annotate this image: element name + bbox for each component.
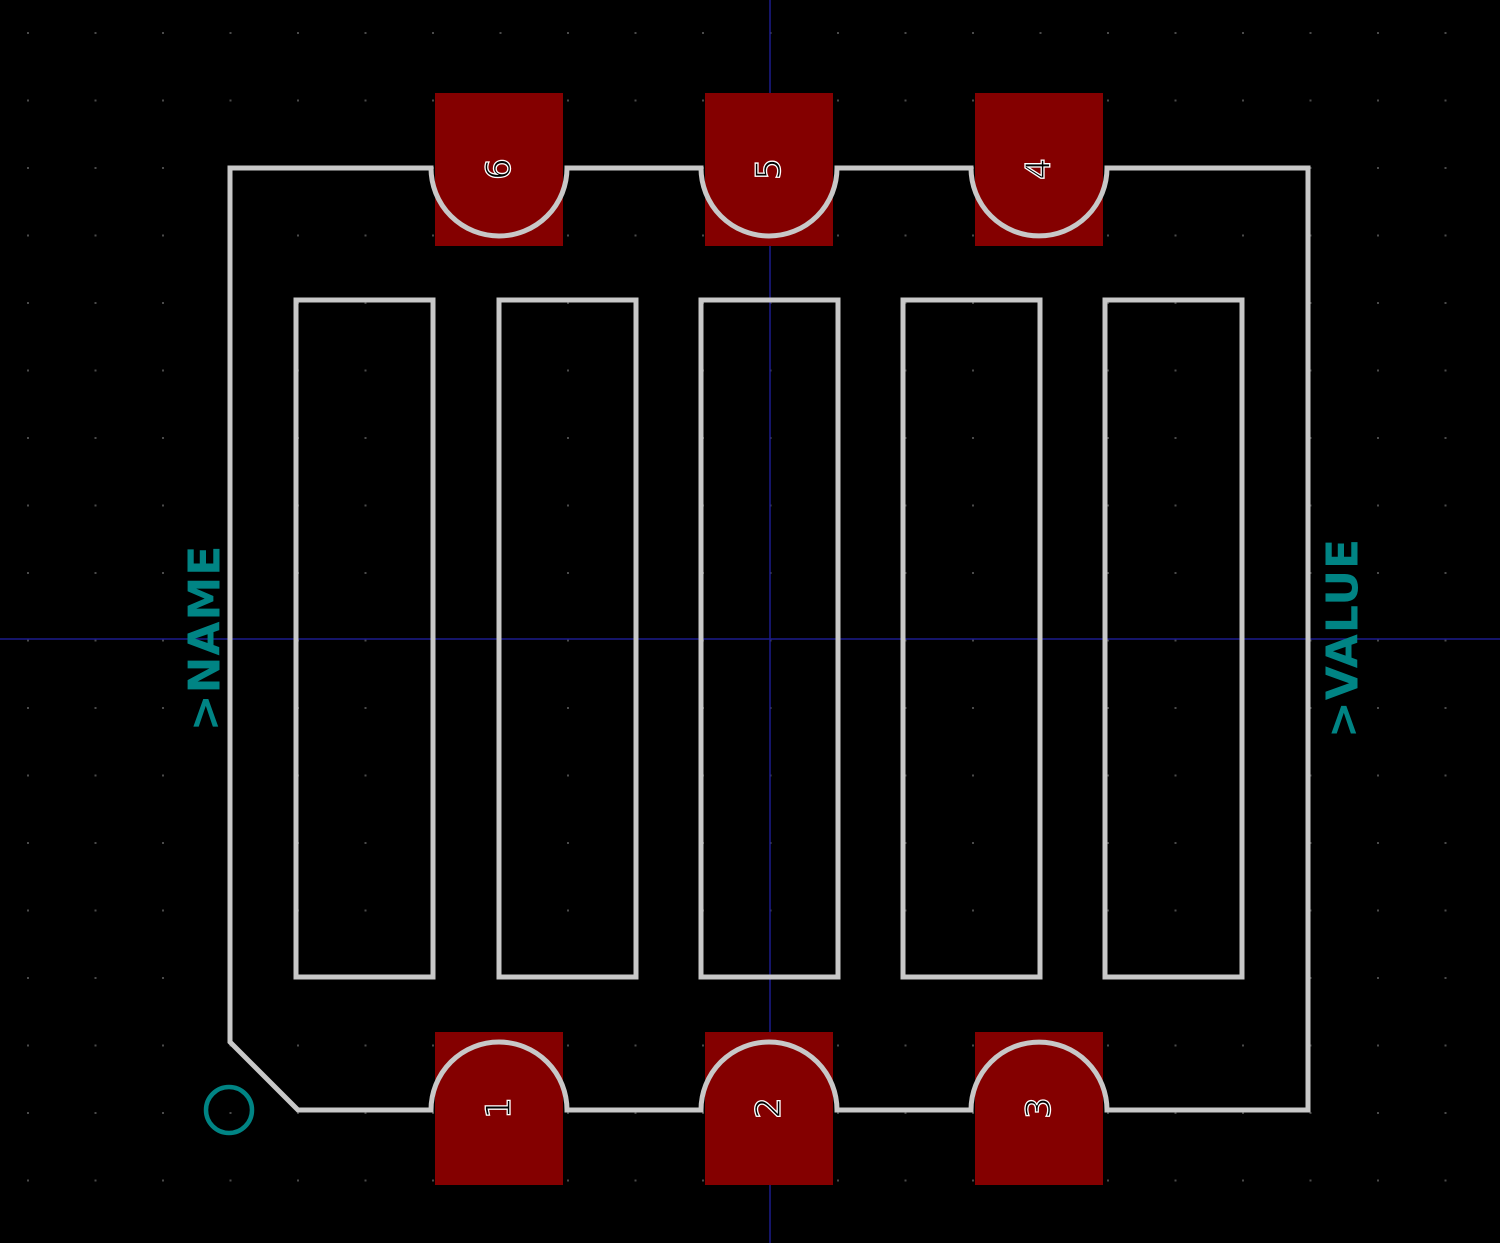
slot-1[interactable] <box>293 297 436 980</box>
pad-number-6: 6 <box>479 158 519 180</box>
slot-2[interactable] <box>496 297 639 980</box>
pad-number-4: 4 <box>1019 158 1059 180</box>
circle-outline-icon <box>203 1084 255 1136</box>
pad-number-5: 5 <box>749 158 789 180</box>
slot-3[interactable] <box>698 297 841 980</box>
name-label[interactable]: >NAME <box>180 545 231 732</box>
value-label[interactable]: >VALUE <box>1318 538 1369 738</box>
slot-4[interactable] <box>900 297 1043 980</box>
slot-5[interactable] <box>1102 297 1245 980</box>
pad-number-2: 2 <box>749 1097 789 1119</box>
pad-number-1: 1 <box>479 1097 519 1119</box>
pad-number-3: 3 <box>1019 1097 1059 1119</box>
slots-group <box>293 297 1245 980</box>
silkscreen-outline[interactable] <box>227 165 1311 1113</box>
